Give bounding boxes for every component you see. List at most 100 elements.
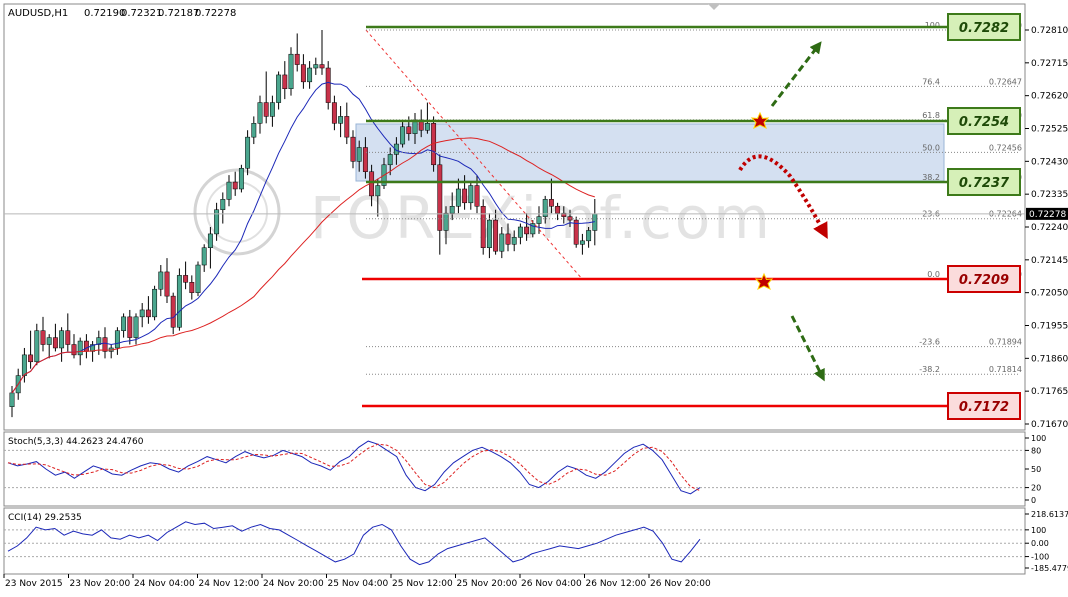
price-tick-label: 0.72240 [1031, 223, 1068, 233]
ohlc-open: 0.72190 [84, 8, 125, 19]
cci-label: CCI(14) 29.2535 [8, 513, 82, 523]
fib-level-label: 50.0 [922, 143, 940, 152]
candle [480, 199, 486, 255]
candle [59, 327, 65, 362]
candle [400, 119, 406, 148]
bullish-arrow-upper [770, 41, 822, 107]
support-label: 0.7172 [959, 400, 1009, 415]
resistance-label: 0.7282 [959, 21, 1009, 36]
stoch-tick-label: 20 [1031, 484, 1041, 493]
candle [127, 309, 133, 345]
candle [486, 213, 492, 259]
fib-level-label: 76.4 [922, 77, 940, 86]
candle [282, 61, 288, 100]
candle [52, 323, 58, 352]
candle [71, 334, 77, 359]
candle [232, 171, 238, 196]
symbol-label: AUDUSD,H1 [8, 8, 68, 19]
time-tick-label: 25 Nov 04:00 [328, 579, 389, 589]
current-price-label: 0.72278 [1029, 210, 1066, 220]
stoch-tick-label: 100 [1031, 434, 1046, 443]
candle [276, 71, 282, 110]
stoch-label: Stoch(5,3,3) 44.2623 24.4760 [8, 437, 144, 447]
price-tick-label: 0.72145 [1031, 256, 1068, 266]
resistance-label: 0.7237 [959, 176, 1010, 191]
candle [350, 130, 356, 169]
candle [121, 313, 127, 338]
candle [548, 178, 554, 214]
resistance-badge [947, 107, 1021, 135]
current-price-badge [1026, 207, 1068, 220]
stoch-d-line [7, 443, 701, 492]
candle [269, 95, 275, 127]
cci-line [7, 521, 701, 566]
cci-tick-label: 218.6137 [1031, 510, 1068, 519]
candle [300, 54, 306, 89]
breakout-star-lower [754, 272, 774, 291]
resistance-label: 0.7254 [959, 115, 1009, 130]
time-tick-label: 26 Nov 04:00 [521, 579, 582, 589]
candle [356, 140, 362, 172]
bearish-curve-arrow [738, 154, 828, 240]
stoch-tick-label: 80 [1031, 446, 1041, 455]
candle [530, 220, 536, 238]
scenario-arrows [738, 41, 828, 382]
fib-level-label: -38.2 [919, 365, 940, 374]
candle [170, 292, 176, 335]
price-tick-label: 0.72620 [1031, 92, 1068, 102]
candle [307, 61, 313, 89]
candle [325, 61, 331, 110]
breakout-star-upper [750, 111, 770, 130]
price-tick-label: 0.71765 [1031, 387, 1068, 397]
fib-price-label: 0.72456 [989, 143, 1022, 152]
support-badge [947, 392, 1021, 420]
fib-level-label: 0.0 [927, 270, 940, 279]
candle [46, 334, 52, 359]
candle [28, 330, 34, 369]
price-tick-label: 0.71860 [1031, 354, 1068, 364]
candle [449, 192, 455, 221]
candle [561, 206, 567, 224]
fib-price-label: 0.71894 [989, 338, 1022, 347]
candle [263, 71, 269, 124]
support-label: 0.7209 [959, 273, 1009, 288]
ohlc-high: 0.72321 [121, 8, 162, 19]
cci-pane-frame [3, 507, 1026, 575]
fib-anchor-line [365, 29, 583, 280]
candle [344, 102, 350, 145]
fib-level-label: 38.2 [922, 173, 940, 182]
candle [65, 313, 71, 352]
candle [201, 244, 207, 272]
candle [145, 296, 151, 324]
stoch-k-line [7, 440, 701, 495]
ohlc-close: 0.72278 [195, 8, 236, 19]
candle [152, 285, 158, 321]
candle [257, 95, 263, 134]
cci-tick-label: -100 [1031, 553, 1049, 562]
price-tick-label: 0.72335 [1031, 190, 1068, 200]
support-badge [947, 265, 1021, 293]
time-tick-label: 25 Nov 20:00 [457, 579, 518, 589]
candle [586, 227, 592, 248]
candle [238, 164, 244, 193]
cci-tick-label: 100 [1031, 526, 1046, 535]
price-tick-label: 0.71670 [1031, 420, 1068, 430]
time-tick-label: 24 Nov 12:00 [199, 579, 260, 589]
cci-tick-label: 0.00 [1031, 539, 1049, 548]
stoch-tick-label: 0 [1031, 496, 1036, 505]
candle [362, 137, 368, 179]
candle [189, 275, 195, 300]
candle [443, 206, 449, 245]
candle [536, 206, 542, 234]
candle [96, 330, 102, 355]
candle [40, 316, 46, 352]
candle [34, 323, 40, 366]
time-tick-label: 25 Nov 12:00 [392, 579, 453, 589]
candle [207, 227, 213, 269]
ma-slow-line [11, 137, 595, 394]
time-tick-label: 24 Nov 20:00 [263, 579, 324, 589]
candle [331, 95, 337, 131]
candle [245, 130, 251, 176]
candle [573, 216, 579, 248]
